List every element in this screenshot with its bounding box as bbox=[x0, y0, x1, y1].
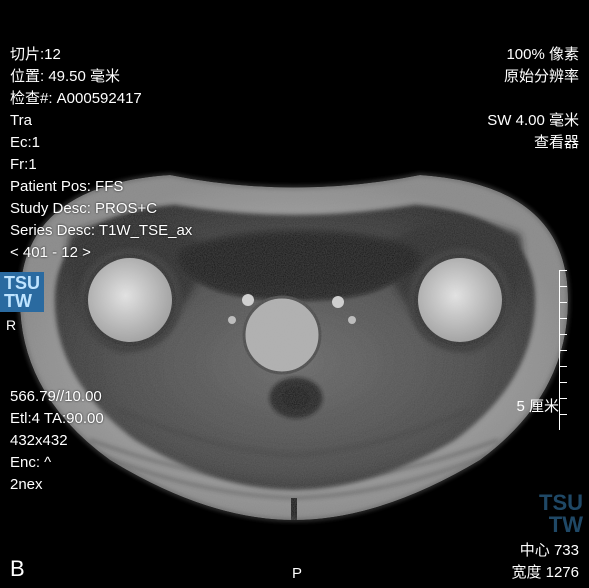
right-marker: R bbox=[6, 314, 16, 336]
watermark-line2: TW bbox=[4, 292, 40, 310]
fr-label: Fr:1 bbox=[10, 154, 37, 176]
resolution-mode-label: 原始分辨率 bbox=[504, 66, 579, 88]
corner-watermark: TSU TW bbox=[539, 492, 583, 536]
corner-watermark-line2: TW bbox=[539, 514, 583, 536]
matrix-label: 432x432 bbox=[10, 430, 68, 452]
ec-label: Ec:1 bbox=[10, 132, 40, 154]
watermark-line1: TSU bbox=[4, 274, 40, 292]
scale-bar bbox=[559, 270, 567, 430]
window-width-label: 宽度 1276 bbox=[511, 562, 579, 584]
corner-watermark-line1: TSU bbox=[539, 492, 583, 514]
enc-label: Enc: ^ bbox=[10, 452, 51, 474]
zoom-label: 100% 像素 bbox=[506, 44, 579, 66]
study-desc-label: Study Desc: PROS+C bbox=[10, 198, 157, 220]
nex-label: 2nex bbox=[10, 474, 43, 496]
viewer-label: 查看器 bbox=[534, 132, 579, 154]
scale-label: 5 厘米 bbox=[516, 395, 559, 416]
position-label: 位置: 49.50 毫米 bbox=[10, 66, 120, 88]
exam-number-label: 检查#: A000592417 bbox=[10, 88, 142, 110]
series-desc-label: Series Desc: T1W_TSE_ax bbox=[10, 220, 192, 242]
panel-letter: B bbox=[10, 558, 25, 580]
image-index-label: < 401 - 12 > bbox=[10, 242, 91, 264]
slice-width-label: SW 4.00 毫米 bbox=[487, 110, 579, 132]
window-center-label: 中心 733 bbox=[520, 540, 579, 562]
posterior-marker: P bbox=[292, 565, 302, 582]
fov-label: 566.79//10.00 bbox=[10, 386, 102, 408]
orientation-label: Tra bbox=[10, 110, 32, 132]
etl-ta-label: Etl:4 TA:90.00 bbox=[10, 408, 104, 430]
slice-label: 切片:12 bbox=[10, 44, 61, 66]
patient-pos-label: Patient Pos: FFS bbox=[10, 176, 123, 198]
watermark-badge: TSU TW bbox=[0, 272, 44, 312]
